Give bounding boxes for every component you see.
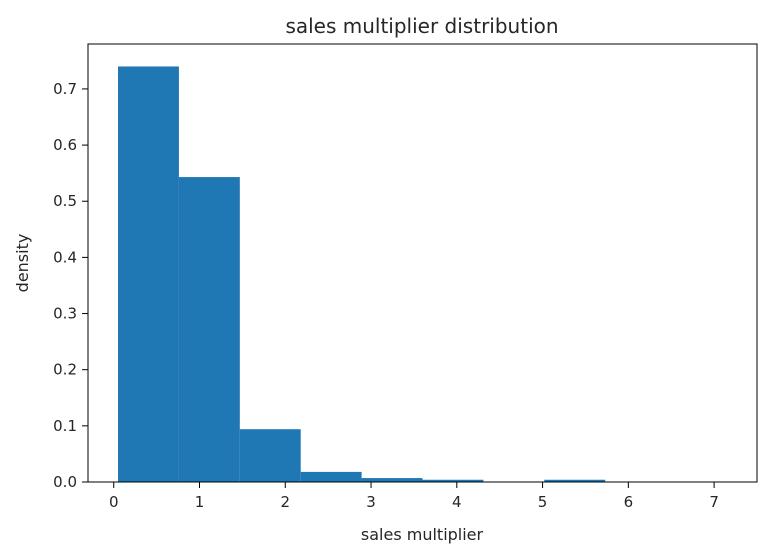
y-tick-label: 0.2 (53, 361, 77, 379)
x-tick-label: 5 (538, 493, 548, 511)
histogram-bar-8 (544, 479, 606, 482)
y-axis-ticks: 0.0 0.1 0.2 0.3 0.4 0.5 0.6 0.7 (53, 80, 88, 491)
x-axis-label: sales multiplier (361, 525, 484, 544)
histogram-bars (118, 66, 727, 483)
y-tick-label: 0.4 (53, 248, 77, 266)
x-axis-ticks: 0 1 2 3 4 5 6 7 (109, 482, 719, 511)
histogram-bar-3 (239, 429, 301, 482)
x-tick-label: 0 (109, 493, 119, 511)
histogram-bar-4 (300, 471, 362, 482)
y-tick-label: 0.0 (53, 473, 77, 491)
histogram-bar-1 (118, 66, 179, 482)
x-tick-label: 2 (280, 493, 290, 511)
x-tick-label: 1 (195, 493, 205, 511)
x-tick-label: 4 (452, 493, 462, 511)
y-axis-label: density (13, 234, 32, 293)
y-tick-label: 0.5 (53, 192, 77, 210)
plot-area-frame (87, 43, 758, 483)
x-tick-label: 7 (709, 493, 719, 511)
y-tick-label: 0.1 (53, 417, 77, 435)
x-tick-label: 3 (366, 493, 376, 511)
histogram-bar-6 (422, 479, 484, 482)
histogram-bar-2 (178, 177, 240, 483)
y-tick-label: 0.7 (53, 80, 77, 98)
y-tick-label: 0.6 (53, 136, 77, 154)
chart-title: sales multiplier distribution (285, 14, 558, 38)
x-tick-label: 6 (624, 493, 634, 511)
y-tick-label: 0.3 (53, 305, 77, 323)
histogram-bar-5 (361, 478, 423, 482)
